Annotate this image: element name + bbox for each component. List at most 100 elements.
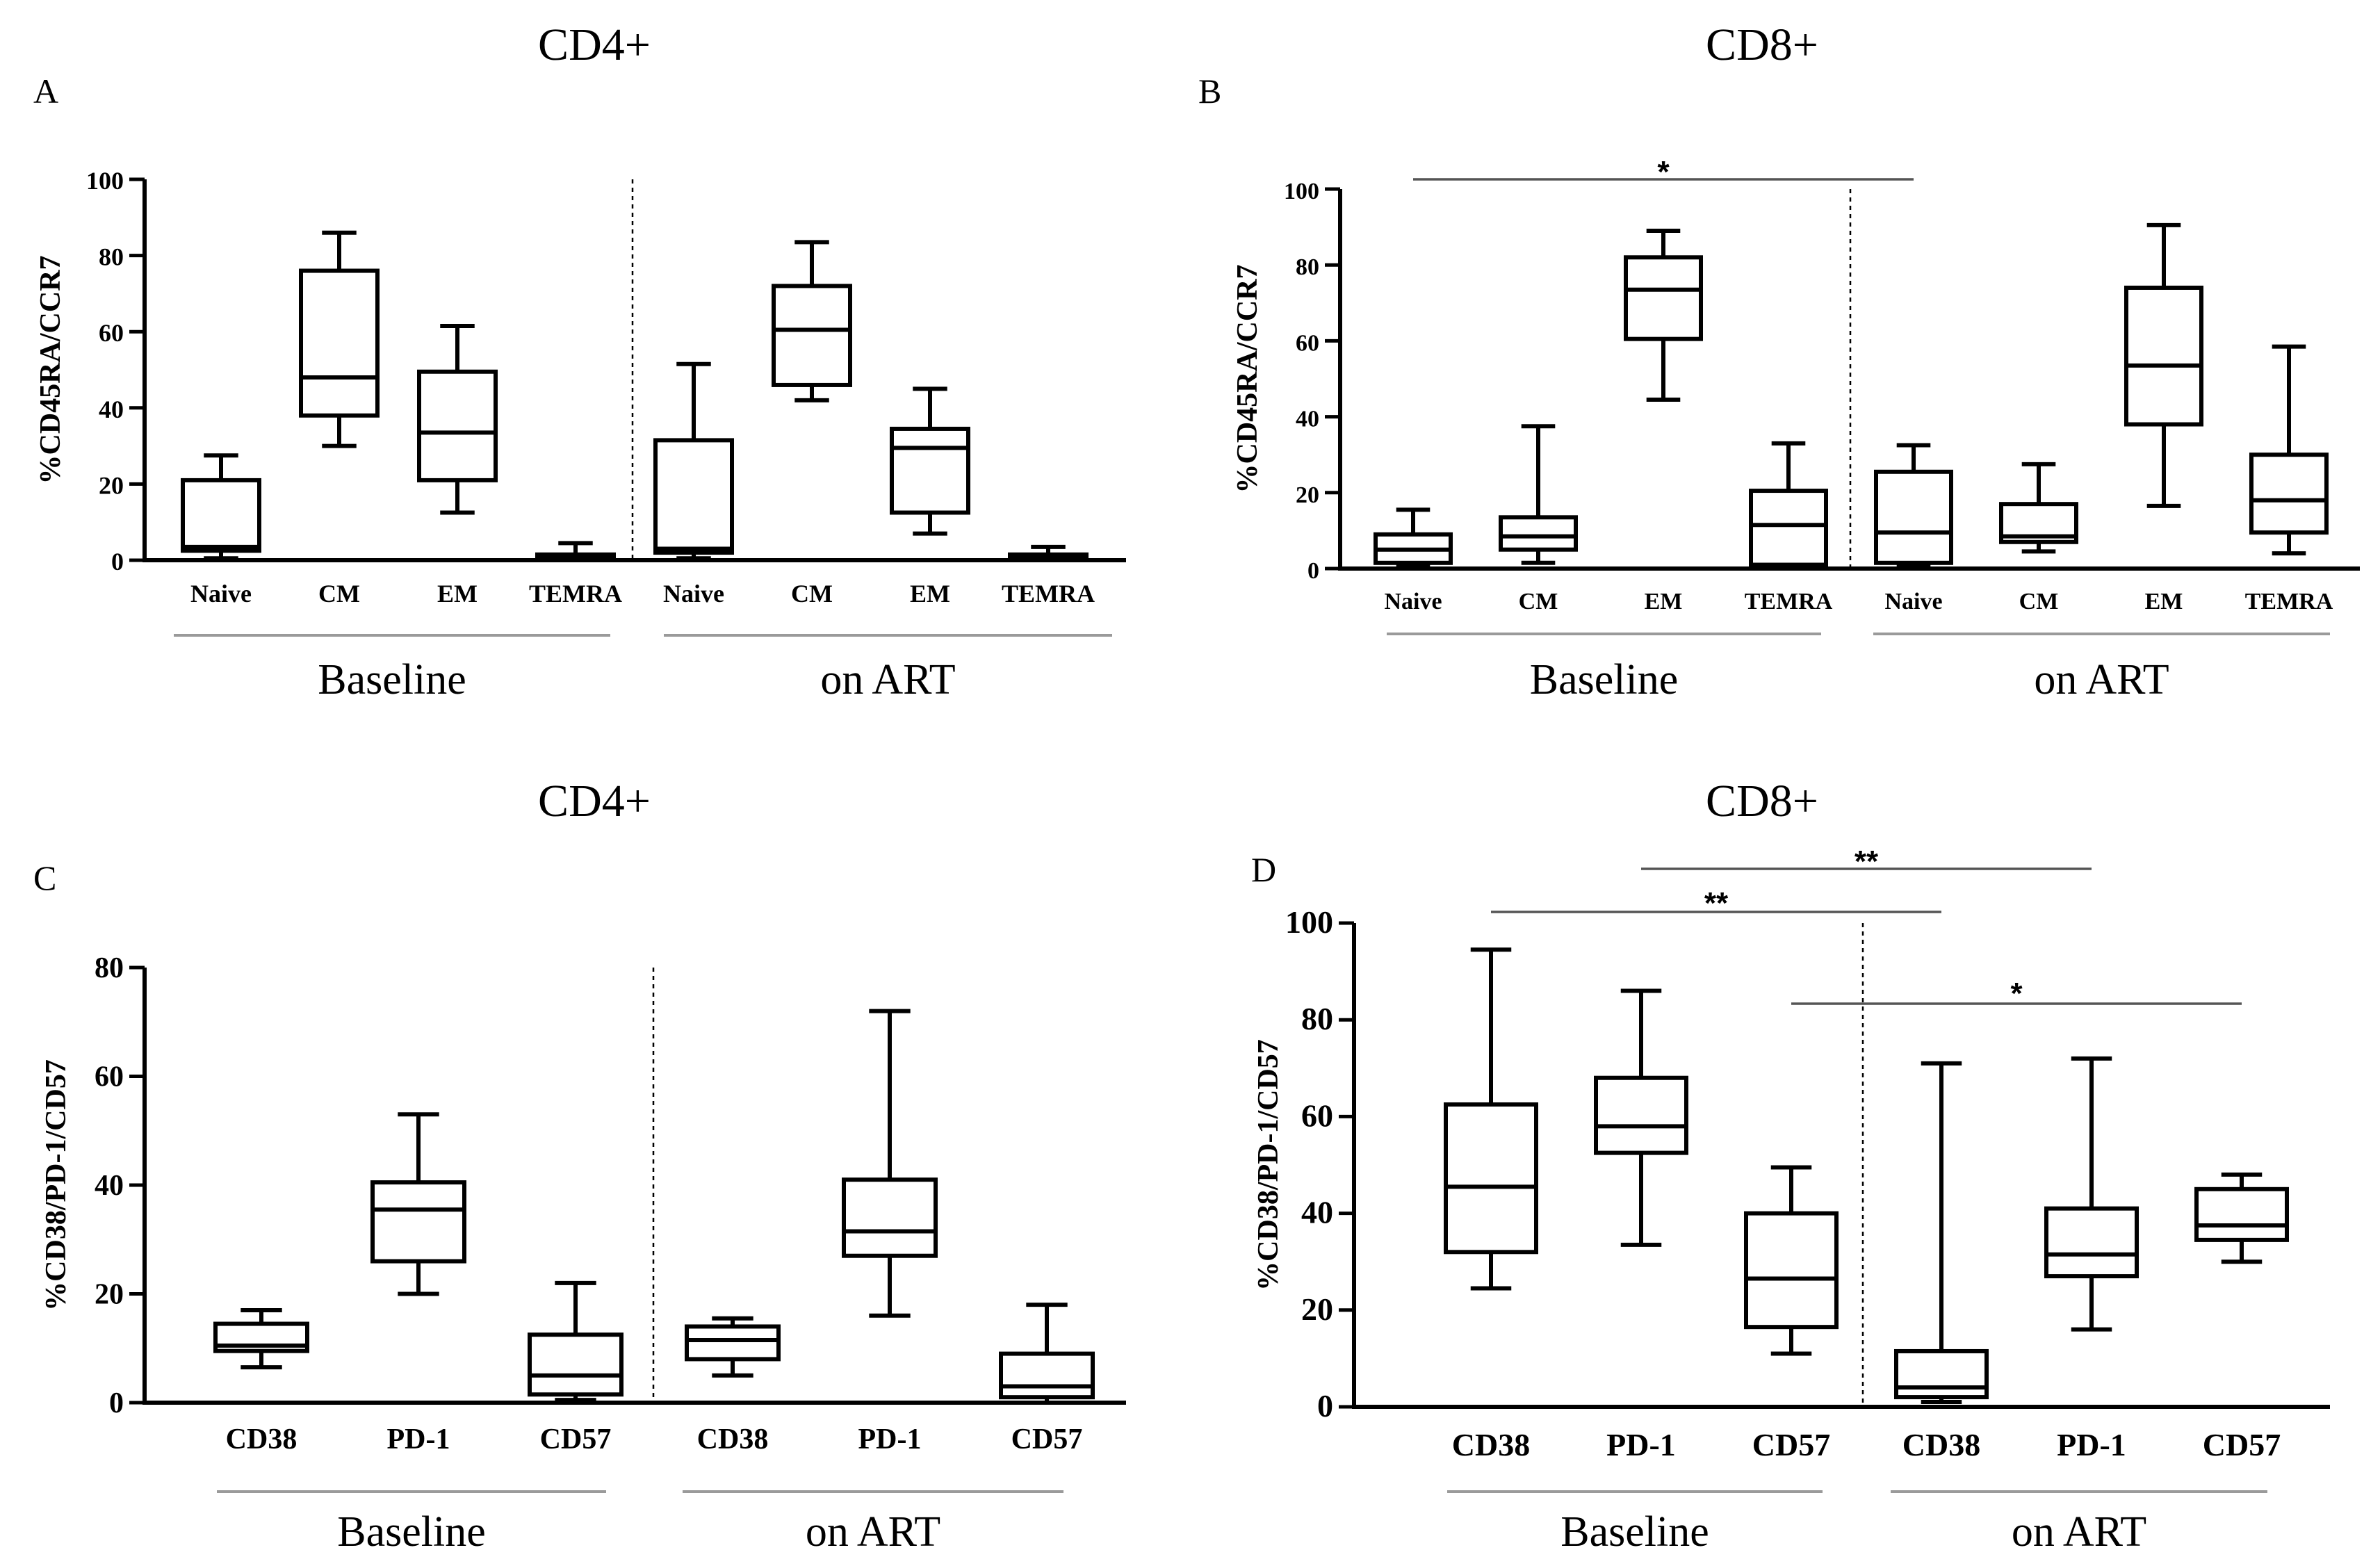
panel-b-xtick-label-0: Naive (1384, 589, 1442, 614)
panel-d-xtick-label-0: CD38 (1452, 1427, 1530, 1462)
panel-b-title: CD8+ (1706, 19, 1818, 70)
panel-c-xtick-label-3: CD38 (697, 1424, 769, 1455)
panel-b-y-axis-label: %CD45RA/CCR7 (1232, 265, 1264, 494)
panel-c-ytick-label: 0 (109, 1387, 124, 1419)
panel-d-ytick-label: 100 (1285, 904, 1333, 940)
panel-b-ytick-label: 40 (1296, 407, 1319, 432)
panel-a-xtick-label-0: Naive (190, 580, 252, 607)
chart-b: 0 20 40 60 80 100 %CD45RA/CCR7 Naive CM EM TEMRA Na… (1232, 155, 2360, 703)
panel-b-xtick-label-4: Naive (1884, 589, 1942, 614)
panel-d-y-axis-label: %CD38/PD-1/CD57 (1253, 1039, 1285, 1291)
panel-a-ytick-label: 80 (99, 243, 124, 271)
panel-b-ytick-label: 20 (1296, 482, 1319, 508)
panel-b-box-7 (2249, 452, 2329, 535)
panel-d-box-4 (2044, 1206, 2139, 1279)
panel-b-xtick-label-6: EM (2145, 589, 2183, 614)
panel-d-xtick-label-4: PD-1 (2057, 1427, 2126, 1462)
panel-c-y-axis-label: %CD38/PD-1/CD57 (40, 1059, 72, 1311)
panel-d-title: CD8+ (1706, 776, 1818, 826)
panel-a-box-1 (299, 268, 380, 418)
panel-a-group-label-0: Baseline (318, 656, 466, 703)
panel-d-significance-label-2: * (2010, 977, 2023, 1011)
panel-d-xtick-label-2: CD57 (1752, 1427, 1830, 1462)
panel-b-box-4 (1874, 469, 1953, 565)
panel-c-letter: C (33, 858, 56, 897)
panel-d: CD8+ D 0 20 40 60 80 100 %CD38/PD-1/CD57 CD38 PD… (1251, 776, 2330, 1556)
panel-c-xtick-label-4: PD-1 (858, 1424, 922, 1455)
panel-b-box-2 (1624, 255, 1703, 341)
panel-d-ytick-label: 60 (1301, 1098, 1333, 1133)
panel-b-box-1 (1499, 515, 1578, 552)
panel-a-xtick-label-6: EM (910, 580, 950, 607)
panel-a: CD4+ A 0 20 40 60 80 100 %CD45RA/CCR7 Naive CM EM… (33, 19, 1126, 703)
panel-c-group-label-1: on ART (806, 1508, 940, 1556)
panel-b-ytick-label: 0 (1307, 558, 1319, 584)
panel-c: CD4+ C 0 20 40 60 80 %CD38/PD-1/CD57 CD38 PD-1 C… (33, 776, 1126, 1556)
panel-c-ytick-label: 40 (95, 1170, 124, 1202)
panel-a-box-0 (181, 478, 261, 553)
panel-b-ytick-label: 80 (1296, 254, 1319, 280)
panel-b-xtick-label-2: EM (1645, 589, 1683, 614)
panel-a-ytick-label: 60 (99, 319, 124, 347)
panel-d-ytick-label: 80 (1301, 1001, 1333, 1036)
panel-a-ytick-label: 100 (86, 167, 124, 195)
panel-a-ytick-label: 20 (99, 471, 124, 499)
panel-a-y-axis-label: %CD45RA/CCR7 (35, 256, 67, 484)
panel-c-ytick-label: 80 (95, 952, 124, 984)
panel-c-box-1 (370, 1180, 466, 1264)
panel-d-group-label-0: Baseline (1560, 1508, 1709, 1556)
chart-d: 0 20 40 60 80 100 %CD38/PD-1/CD57 CD38 PD-1 CD57 C… (1253, 845, 2330, 1556)
panel-a-letter: A (33, 72, 58, 111)
panel-b-group-label-1: on ART (2034, 656, 2169, 703)
panel-d-letter: D (1251, 850, 1276, 889)
panel-d-xtick-label-5: CD57 (2203, 1427, 2281, 1462)
panel-d-xtick-label-3: CD38 (1902, 1427, 1980, 1462)
panel-c-xtick-label-5: CD57 (1011, 1424, 1083, 1455)
panel-d-box-5 (2194, 1186, 2289, 1242)
panel-c-xtick-label-1: PD-1 (387, 1424, 450, 1455)
panel-a-group-label-1: on ART (820, 656, 955, 703)
panel-b-significance-label-0: * (1657, 155, 1670, 189)
panel-a-xtick-label-7: TEMRA (1002, 580, 1095, 607)
panel-b-ytick-label: 60 (1296, 330, 1319, 356)
panel-d-xtick-label-1: PD-1 (1606, 1427, 1676, 1462)
panel-d-significance-label-0: ** (1855, 845, 1879, 879)
panel-a-xtick-label-3: TEMRA (529, 580, 622, 607)
panel-d-box-3 (1894, 1348, 1989, 1400)
chart-a: 0 20 40 60 80 100 %CD45RA/CCR7 Naive CM EM TEMRA Na… (35, 167, 1126, 703)
panel-a-ytick-label: 0 (111, 548, 124, 576)
panel-a-box-2 (417, 369, 498, 482)
panel-b-letter: B (1198, 72, 1221, 111)
panel-a-box-4 (653, 438, 734, 555)
panel-a-box-5 (772, 284, 852, 387)
panel-c-xtick-label-0: CD38 (226, 1424, 298, 1455)
chart-c: 0 20 40 60 80 %CD38/PD-1/CD57 CD38 PD-1 CD57 CD38… (40, 952, 1126, 1556)
panel-a-xtick-label-4: Naive (663, 580, 724, 607)
panel-b-xtick-label-7: TEMRA (2245, 589, 2333, 614)
panel-b-xtick-label-5: CM (2019, 589, 2059, 614)
panel-b-xtick-label-1: CM (1519, 589, 1558, 614)
panel-d-group-label-1: on ART (2012, 1508, 2146, 1556)
panel-b: CD8+ B 0 20 40 60 80 100 %CD45RA/CCR7 Naive CM EM… (1198, 19, 2360, 703)
panel-b-group-label-0: Baseline (1530, 656, 1679, 703)
panel-c-box-5 (999, 1351, 1095, 1400)
panel-a-xtick-label-2: EM (437, 580, 478, 607)
panel-d-ytick-label: 0 (1317, 1388, 1333, 1424)
panel-c-title: CD4+ (538, 776, 651, 826)
panel-d-ytick-label: 40 (1301, 1195, 1333, 1230)
panel-a-title: CD4+ (538, 19, 651, 70)
panel-a-xtick-label-5: CM (791, 580, 833, 607)
panel-a-xtick-label-1: CM (318, 580, 360, 607)
panel-a-box-6 (890, 426, 970, 515)
panel-b-xtick-label-3: TEMRA (1745, 589, 1833, 614)
panel-c-ytick-label: 20 (95, 1279, 124, 1311)
panel-d-significance-label-1: ** (1704, 886, 1729, 920)
panel-c-box-4 (842, 1177, 938, 1258)
panel-c-box-3 (685, 1324, 781, 1362)
panel-d-box-2 (1744, 1211, 1839, 1330)
panel-d-box-0 (1444, 1102, 1538, 1255)
panel-c-ytick-label: 60 (95, 1061, 124, 1093)
panel-c-box-2 (528, 1332, 623, 1397)
panel-d-ytick-label: 20 (1301, 1291, 1333, 1327)
